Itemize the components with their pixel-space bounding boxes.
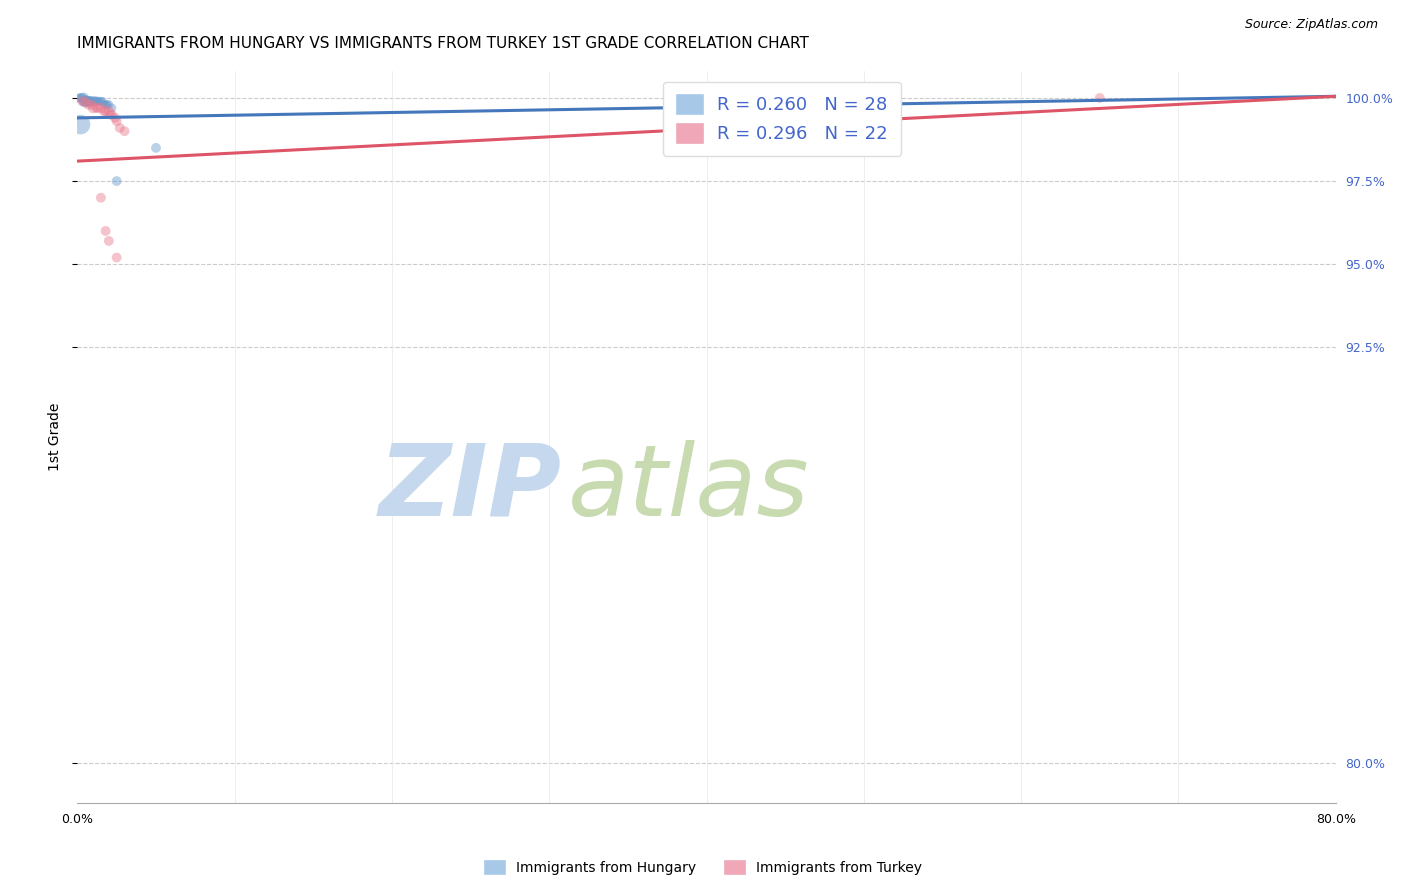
- Point: [145, 141, 167, 155]
- Point: [93, 104, 115, 119]
- Point: [87, 95, 110, 109]
- Legend: Immigrants from Hungary, Immigrants from Turkey: Immigrants from Hungary, Immigrants from…: [478, 855, 928, 880]
- Point: [82, 101, 104, 115]
- Point: [87, 101, 110, 115]
- Point: [75, 95, 97, 109]
- Point: [105, 251, 128, 265]
- Point: [104, 111, 127, 125]
- Point: [101, 101, 124, 115]
- Point: [97, 104, 120, 119]
- Legend: R = 0.260   N = 28, R = 0.296   N = 22: R = 0.260 N = 28, R = 0.296 N = 22: [664, 82, 901, 156]
- Point: [84, 95, 107, 109]
- Point: [77, 95, 100, 109]
- Text: ZIP: ZIP: [378, 440, 562, 537]
- Point: [82, 95, 104, 109]
- Point: [79, 95, 101, 109]
- Point: [90, 95, 112, 109]
- Point: [72, 91, 94, 105]
- Point: [70, 95, 93, 109]
- Point: [90, 101, 112, 115]
- Point: [90, 191, 112, 205]
- Point: [76, 95, 98, 109]
- Text: atlas: atlas: [568, 440, 810, 537]
- Y-axis label: 1st Grade: 1st Grade: [48, 403, 62, 471]
- Text: Source: ZipAtlas.com: Source: ZipAtlas.com: [1244, 18, 1378, 31]
- Point: [105, 174, 128, 188]
- Point: [80, 97, 103, 112]
- Point: [76, 95, 98, 109]
- Point: [101, 107, 124, 121]
- Point: [67, 91, 90, 105]
- Point: [94, 224, 117, 238]
- Point: [97, 97, 120, 112]
- Point: [83, 95, 105, 109]
- Text: IMMIGRANTS FROM HUNGARY VS IMMIGRANTS FROM TURKEY 1ST GRADE CORRELATION CHART: IMMIGRANTS FROM HUNGARY VS IMMIGRANTS FR…: [77, 36, 810, 51]
- Point: [75, 95, 97, 109]
- Point: [75, 95, 97, 109]
- Point: [96, 97, 118, 112]
- Point: [69, 91, 91, 105]
- Point: [72, 95, 94, 109]
- Point: [89, 95, 111, 109]
- Point: [80, 95, 103, 109]
- Point: [93, 97, 115, 112]
- Point: [108, 120, 131, 135]
- Point: [77, 97, 100, 112]
- Point: [91, 95, 114, 109]
- Point: [94, 97, 117, 112]
- Point: [105, 114, 128, 128]
- Point: [69, 118, 91, 132]
- Point: [94, 104, 117, 119]
- Point: [84, 101, 107, 115]
- Point: [97, 234, 120, 248]
- Point: [70, 91, 93, 105]
- Point: [114, 124, 136, 138]
- Point: [79, 95, 101, 109]
- Point: [1088, 91, 1111, 105]
- Point: [98, 107, 121, 121]
